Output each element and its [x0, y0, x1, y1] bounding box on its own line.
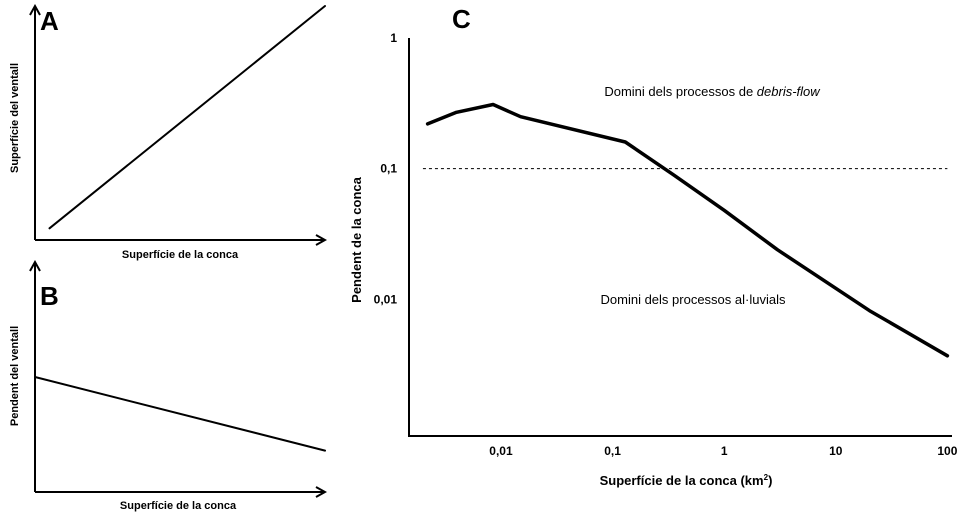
panel-c-x-label: Superfície de la conca (km2)	[600, 473, 773, 488]
panel-c-y-tick-label: 1	[390, 31, 397, 45]
panel-c-x-tick-label: 0,1	[604, 444, 621, 458]
panel-c-x-tick-label: 1	[721, 444, 728, 458]
panel-a: A Superfície de la conca Superfície del …	[9, 6, 325, 261]
panel-c-x-tick-label: 10	[829, 444, 843, 458]
panel-b-x-label: Superfície de la conca	[120, 500, 237, 512]
panel-c-x-tick-label: 100	[937, 444, 957, 458]
panel-a-series-line	[48, 5, 326, 230]
panel-c: C 1 0,1 0,01 0,01 0,1 1 10 100 Domini dels pro…	[349, 4, 958, 488]
panel-c-y-tick-label: 0,01	[374, 292, 398, 306]
panel-c-series-line	[425, 102, 950, 358]
panel-b-series-line	[34, 376, 326, 452]
panel-c-y-tick-label: 0,1	[380, 162, 397, 176]
panel-c-letter: C	[452, 4, 471, 34]
panel-b-letter: B	[40, 281, 59, 311]
panel-b: B Superfície de la conca Pendent del ven…	[9, 262, 325, 512]
panel-a-y-label: Superfície del ventall	[9, 63, 21, 173]
panel-c-annotation-debris-flow: Domini dels processos de debris-flow	[604, 84, 821, 99]
panel-c-y-label: Pendent de la conca	[349, 176, 364, 302]
panel-a-x-label: Superfície de la conca	[122, 249, 239, 261]
panel-a-letter: A	[40, 6, 59, 36]
panel-c-y-ticks: 1 0,1 0,01	[374, 31, 398, 306]
panel-c-x-ticks: 0,01 0,1 1 10 100	[489, 444, 957, 458]
panel-c-annotation-alluvial: Domini dels processos al·luvials	[601, 292, 786, 307]
panel-b-y-label: Pendent del ventall	[9, 326, 21, 426]
panel-c-x-tick-label: 0,01	[489, 444, 513, 458]
